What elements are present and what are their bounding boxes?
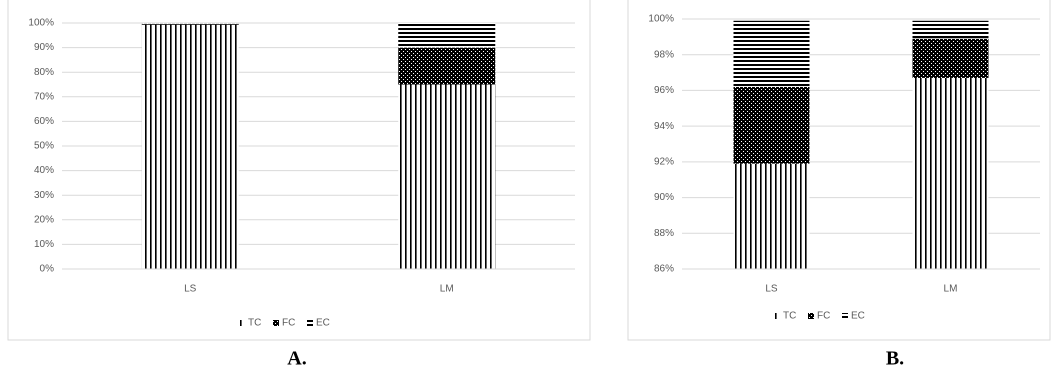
y-tick-label: 96% xyxy=(654,85,674,96)
x-tick-label: LS xyxy=(184,284,197,295)
chart: 86% 88% 90% 92% 94% 96% 98% 100% LS LM TC FC EC xyxy=(627,0,1051,341)
y-tick-label: 10% xyxy=(34,239,54,250)
y-tick-label: 70% xyxy=(34,91,54,102)
y-tick-label: 100% xyxy=(28,18,54,29)
legend-swatch xyxy=(774,313,780,319)
chart: 0% 10% 20% 30% 40% 50% 60% 70% 80% 90% 100% LS LM TC F… xyxy=(7,0,591,341)
legend-label: FC xyxy=(817,311,830,322)
y-tick-label: 90% xyxy=(34,42,54,53)
bar-segment xyxy=(733,20,810,87)
y-tick-label: 90% xyxy=(654,192,674,203)
bar-segment xyxy=(141,23,239,24)
bar-segment xyxy=(398,47,496,85)
y-tick-label: 98% xyxy=(654,49,674,60)
legend-label: EC xyxy=(316,318,330,329)
legend-label: TC xyxy=(783,311,796,322)
y-tick-label: 86% xyxy=(654,264,674,275)
legend-swatch xyxy=(808,313,814,319)
bar-segment xyxy=(398,84,496,269)
y-tick-label: 30% xyxy=(34,190,54,201)
y-tick-label: 60% xyxy=(34,116,54,127)
y-tick-label: 88% xyxy=(654,228,674,239)
legend-label: FC xyxy=(282,318,295,329)
bar-segment xyxy=(398,23,496,48)
y-tick-label: 80% xyxy=(34,67,54,78)
bar-segment xyxy=(912,77,989,269)
y-tick-label: 0% xyxy=(40,264,55,275)
legend-label: TC xyxy=(248,318,261,329)
legend-swatch xyxy=(239,320,245,326)
legend-swatch xyxy=(842,313,848,319)
y-tick-label: 40% xyxy=(34,165,54,176)
x-tick-label: LS xyxy=(765,284,778,295)
y-tick-label: 100% xyxy=(648,14,674,25)
y-tick-label: 92% xyxy=(654,156,674,167)
y-tick-label: 94% xyxy=(654,121,674,132)
bar-segment xyxy=(141,24,239,269)
legend-label: EC xyxy=(851,311,865,322)
bar-segment xyxy=(912,38,989,78)
legend-swatch xyxy=(307,320,313,326)
x-tick-label: LM xyxy=(944,284,958,295)
legend-swatch xyxy=(273,320,279,326)
y-tick-label: 50% xyxy=(34,141,54,152)
chart-frame xyxy=(7,0,591,341)
caption: B. xyxy=(886,348,904,370)
bar-segment xyxy=(733,86,810,164)
bar-segment xyxy=(141,23,239,25)
bar-segment xyxy=(912,20,989,39)
x-tick-label: LM xyxy=(440,284,454,295)
caption: A. xyxy=(287,348,306,370)
bar-segment xyxy=(733,163,810,269)
y-tick-label: 20% xyxy=(34,214,54,225)
